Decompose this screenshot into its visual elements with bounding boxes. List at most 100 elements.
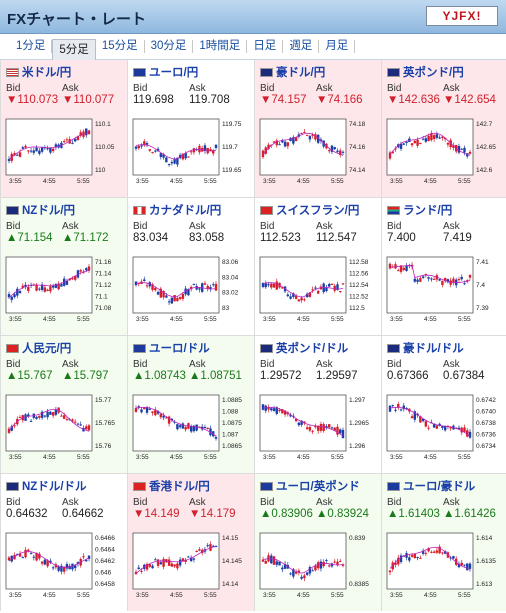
candle-body — [339, 291, 342, 293]
mini-chart[interactable]: 0.6742 0.6740 0.6738 0.6736 0.6734 3:55 4:55 5:… — [386, 394, 504, 462]
candle-body — [167, 559, 171, 566]
pair-name-link[interactable]: 英ポンド/円 — [387, 64, 504, 80]
rate-card[interactable]: ユーロ/ドル Bid Ask ▲1.08743 ▲1.08751 1.0885 1.088 1… — [128, 336, 254, 473]
candlestick-chart: 14.15 14.145 14.14 3:55 4:55 5:55 — [132, 532, 242, 599]
mini-chart[interactable]: 15.77 15.765 15.76 3:55 4:55 5:55 — [5, 394, 123, 462]
candlestick-chart: 110.1 110.05 110 3:55 4:55 5:55 — [5, 118, 115, 185]
tab-6[interactable]: 週足 — [283, 40, 320, 53]
x-tick-label: 3:55 — [9, 178, 22, 185]
pair-name-link[interactable]: 英ポンド/ドル — [260, 340, 377, 356]
mini-chart[interactable]: 142.7 142.65 142.6 3:55 4:55 5:55 — [386, 118, 504, 186]
pair-name-link[interactable]: NZドル/円 — [6, 202, 123, 218]
tab-1[interactable]: 5分足 — [52, 39, 96, 60]
candlestick-chart: 142.7 142.65 142.6 3:55 4:55 5:55 — [386, 118, 496, 185]
chart-frame — [5, 256, 93, 314]
candle-body — [314, 134, 317, 140]
candle-body — [319, 424, 323, 431]
candle-body — [214, 144, 218, 148]
x-tick-label: 3:55 — [390, 592, 403, 599]
pair-name-link[interactable]: ランド/円 — [387, 202, 504, 218]
tab-7[interactable]: 月足 — [319, 40, 356, 53]
candle-body — [325, 287, 328, 292]
rate-card[interactable]: 人民元/円 Bid Ask ▲15.767 ▲15.797 15.77 15.765 15.7… — [1, 336, 127, 473]
mini-chart[interactable]: 1.297 1.2965 1.296 3:55 4:55 5:55 — [259, 394, 377, 462]
rate-card[interactable]: スイスフラン/円 Bid Ask 112.523 112.547 112.58 112.56… — [255, 198, 381, 335]
pair-name-link[interactable]: 米ドル/円 — [6, 64, 123, 80]
candle-body — [286, 294, 290, 297]
ask-value: ▼74.166 — [316, 94, 363, 106]
rate-card[interactable]: ユーロ/豪ドル Bid Ask ▲1.61403 ▲1.61426 1.614 1.6135… — [382, 474, 506, 611]
mini-chart[interactable]: 7.41 7.4 7.39 3:55 4:55 5:55 — [386, 256, 504, 324]
candle-body — [441, 280, 444, 286]
pair-name-link[interactable]: NZドル/ドル — [6, 478, 123, 494]
candle-body — [51, 148, 55, 152]
candle-body — [156, 411, 160, 414]
tab-4[interactable]: 1時間足 — [193, 40, 248, 53]
candle-body — [460, 427, 463, 433]
mini-chart[interactable]: 0.839 0.8385 3:55 4:55 5:55 — [259, 532, 377, 600]
rate-card[interactable]: 香港ドル/円 Bid Ask ▼14.149 ▼14.179 14.15 14.145 14.… — [128, 474, 254, 611]
mini-chart[interactable]: 74.18 74.16 74.14 3:55 4:55 5:55 — [259, 118, 377, 186]
candle-body — [333, 285, 336, 291]
rate-card[interactable]: 豪ドル/ドル Bid Ask 0.67366 0.67384 0.6742 0.6740 0.… — [382, 336, 506, 473]
mini-chart[interactable]: 71.16 71.14 71.12 71.1 71.08 3:55 4:55 5:55 — [5, 256, 123, 324]
candle-body — [151, 284, 154, 290]
rate-card[interactable]: カナダドル/円 Bid Ask 83.034 83.058 83.06 83.04 83.02… — [128, 198, 254, 335]
moving-average-line — [135, 282, 217, 298]
rate-card[interactable]: 豪ドル/円 Bid Ask ▼74.157 ▼74.166 74.18 74.16 74.14… — [255, 60, 381, 197]
rate-card[interactable]: ユーロ/英ポンド Bid Ask ▲0.83906 ▲0.83924 0.839 0.838… — [255, 474, 381, 611]
mini-chart[interactable]: 112.58 112.56 112.54 112.52 112.5 3:55 4:55 5:5… — [259, 256, 377, 324]
rate-card[interactable]: NZドル/ドル Bid Ask 0.64632 0.64662 0.6466 0.6464 0… — [1, 474, 127, 611]
tab-2[interactable]: 15分足 — [96, 40, 145, 53]
candle-body — [463, 147, 466, 153]
rate-card[interactable]: 英ポンド/円 Bid Ask ▼142.636 ▼142.654 142.7 142.65 1… — [382, 60, 506, 197]
bid-value: ▼14.149 — [133, 508, 180, 520]
candle-body — [452, 556, 455, 559]
candle-body — [181, 153, 185, 160]
candle-body — [167, 163, 171, 165]
mini-chart[interactable]: 110.1 110.05 110 3:55 4:55 5:55 — [5, 118, 123, 186]
eu-flag-icon — [387, 481, 400, 491]
tab-3[interactable]: 30分足 — [145, 40, 194, 53]
candle-body — [43, 559, 47, 565]
mini-chart[interactable]: 119.75 119.7 119.65 3:55 4:55 5:55 — [132, 118, 250, 186]
pair-name-link[interactable]: 人民元/円 — [6, 340, 123, 356]
y-tick-label: 112.52 — [349, 294, 369, 301]
ask-label: Ask — [316, 83, 333, 94]
mini-chart[interactable]: 1.0885 1.088 1.0875 1.087 1.0865 3:55 4:55 5:55 — [132, 394, 250, 462]
tab-5[interactable]: 日足 — [247, 40, 284, 53]
mini-chart[interactable]: 1.614 1.6135 1.613 3:55 4:55 5:55 — [386, 532, 504, 600]
rate-card[interactable]: NZドル/円 Bid Ask ▲71.154 ▲71.172 71.16 71.14 71.1… — [1, 198, 127, 335]
pair-name-link[interactable]: スイスフラン/円 — [260, 202, 377, 218]
bid-value: 7.400 — [387, 232, 416, 244]
yjfx-logo[interactable]: YJFX! — [426, 6, 498, 26]
pair-name-link[interactable]: ユーロ/英ポンド — [260, 478, 377, 494]
ask-label: Ask — [443, 221, 460, 232]
pair-name-link[interactable]: ユーロ/円 — [133, 64, 250, 80]
mini-chart[interactable]: 14.15 14.145 14.14 3:55 4:55 5:55 — [132, 532, 250, 600]
candle-body — [341, 564, 345, 566]
pair-name-link[interactable]: ユーロ/豪ドル — [387, 478, 504, 494]
eu-flag-icon — [133, 343, 146, 353]
y-tick-label: 0.6458 — [95, 581, 115, 588]
bid-value: ▲1.08743 — [133, 370, 186, 382]
candle-body — [305, 572, 309, 575]
pair-name-link[interactable]: 豪ドル/円 — [260, 64, 377, 80]
moving-average-line — [262, 282, 344, 298]
rate-card[interactable]: ランド/円 Bid Ask 7.400 7.419 7.41 7.4 7.39 3:55 4:55… — [382, 198, 506, 335]
candle-body — [316, 290, 320, 294]
rate-card[interactable]: ユーロ/円 Bid Ask 119.698 119.708 119.75 119.7 119.… — [128, 60, 254, 197]
pair-name-link[interactable]: ユーロ/ドル — [133, 340, 250, 356]
rate-card[interactable]: 米ドル/円 Bid Ask ▼110.073 ▼110.077 110.1 110.05 11… — [1, 60, 127, 197]
pair-name-link[interactable]: 香港ドル/円 — [133, 478, 250, 494]
mini-chart[interactable]: 83.06 83.04 83.02 83 3:55 4:55 5:55 — [132, 256, 250, 324]
x-tick-label: 4:55 — [424, 316, 437, 323]
tab-0[interactable]: 1分足 — [10, 40, 53, 53]
candle-body — [198, 549, 201, 551]
candle-body — [79, 270, 82, 272]
candle-body — [40, 411, 44, 418]
pair-name-link[interactable]: 豪ドル/ドル — [387, 340, 504, 356]
mini-chart[interactable]: 0.6466 0.6464 0.6462 0.646 0.6458 3:55 4:55 5:5… — [5, 532, 123, 600]
rate-card[interactable]: 英ポンド/ドル Bid Ask 1.29572 1.29597 1.297 1.2965 1.… — [255, 336, 381, 473]
pair-name-link[interactable]: カナダドル/円 — [133, 202, 250, 218]
